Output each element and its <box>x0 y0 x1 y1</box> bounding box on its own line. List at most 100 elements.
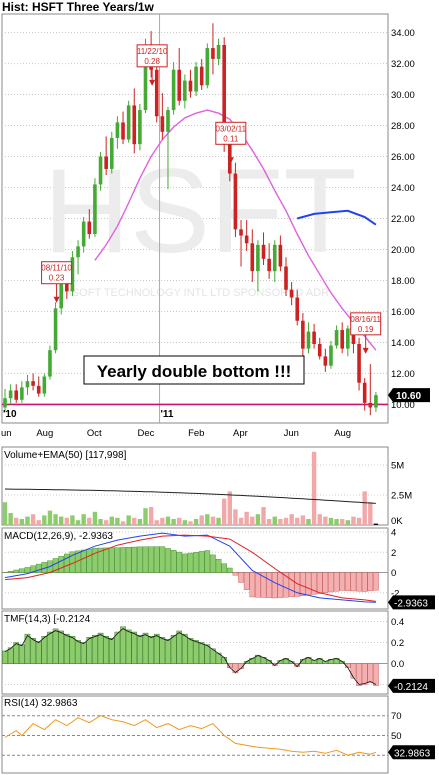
candle <box>166 106 170 190</box>
volume-bar <box>87 517 92 525</box>
year-label: '10 <box>3 409 17 420</box>
macd-histogram-bar <box>24 567 31 573</box>
volume-bar <box>193 519 199 525</box>
volume-ema-line <box>4 488 376 504</box>
earnings-marker: 08/11/100.23 <box>41 261 72 303</box>
rsi-line <box>4 715 377 756</box>
volume-bar <box>132 517 137 525</box>
macd-panel: MACD(12,26,9), -2.9363 4 2 0 -2-2.9363 <box>1 527 435 610</box>
candle <box>340 322 344 354</box>
candle-body <box>20 387 24 400</box>
macd-histogram-bar <box>367 572 374 592</box>
tmf-bar <box>210 648 216 664</box>
y-tick-label: 34.00 <box>391 28 415 39</box>
macd-histogram-bar <box>80 549 87 573</box>
volume-bar <box>42 515 47 525</box>
tmf-bar <box>120 626 126 664</box>
macd-histogram-bar <box>13 569 20 573</box>
tmf-bar <box>182 633 188 664</box>
volume-bar <box>266 519 272 525</box>
candle-body <box>272 244 277 272</box>
tmf-bar <box>125 629 132 664</box>
volume-bar <box>25 516 30 525</box>
candle <box>306 322 311 354</box>
candle-body <box>87 221 92 234</box>
macd-histogram-bar <box>271 572 278 599</box>
x-tick-label: Oct <box>87 428 102 439</box>
y-tick-label: 14.00 <box>391 338 415 349</box>
candle <box>250 229 255 283</box>
tmf-bar <box>2 650 8 664</box>
macd-histogram-bar <box>165 548 171 573</box>
candle <box>70 251 75 296</box>
candle <box>272 240 277 283</box>
candle <box>312 323 316 349</box>
candle <box>368 364 373 416</box>
candle-body <box>93 184 97 234</box>
volume-bar <box>154 520 159 525</box>
volume-bar <box>199 515 204 525</box>
y-tick-label: 0.2 <box>391 638 404 649</box>
annotation-text: Yearly double bottom !!! <box>97 362 292 381</box>
volume-bar <box>233 509 238 525</box>
candle-body <box>31 381 35 386</box>
macd-histogram-bar <box>255 572 261 598</box>
volume-bar <box>356 517 362 525</box>
candle-body <box>171 69 176 111</box>
tmf-bar <box>193 640 199 664</box>
candle-body <box>194 66 198 92</box>
candle <box>284 257 288 296</box>
last-price-tag: 10.60 <box>388 388 430 403</box>
macd-histogram-bar <box>238 572 244 583</box>
rsi-value-label: 32.9863 <box>394 748 431 759</box>
macd-histogram-bar <box>288 572 295 598</box>
y-tick-label: 0.0 <box>391 659 404 670</box>
earnings-date: 11/22/10 <box>137 47 168 56</box>
candle <box>233 162 238 238</box>
tmf-bar <box>13 642 20 664</box>
candle <box>183 74 187 109</box>
volume-bar <box>120 521 126 525</box>
candle <box>93 178 97 238</box>
candle-body <box>199 66 204 86</box>
tmf-bar <box>204 644 211 664</box>
candle-body <box>160 116 165 132</box>
candle <box>81 216 86 253</box>
candle <box>295 289 300 326</box>
macd-histogram-bar <box>182 553 188 573</box>
y-tick-label: 50 <box>391 731 402 742</box>
price-y-axis: 10.00 12.00 14.00 16.00 18.00 20.00 22.00 24.00… <box>388 28 430 411</box>
volume-bar <box>188 521 193 525</box>
volume-bar <box>148 507 154 525</box>
volume-bar <box>137 519 143 525</box>
y-tick-label: 26.00 <box>391 152 415 163</box>
candle-body <box>368 402 373 408</box>
candle-body <box>228 139 232 174</box>
candle <box>188 69 193 98</box>
macd-histogram-bar <box>187 552 194 573</box>
volume-bar <box>182 520 188 525</box>
tmf-bar <box>92 634 98 664</box>
candle <box>199 58 204 90</box>
macd-histogram-bar <box>300 572 306 596</box>
volume-bar <box>14 517 19 525</box>
tmf-bar <box>131 631 138 664</box>
sma50-line <box>296 209 377 226</box>
macd-histogram-bar <box>64 553 70 573</box>
tmf-panel: TMF(14,3) [-0.2124 0.40.20.0-0.2-0.2124 <box>1 610 435 695</box>
candle-body <box>244 235 249 244</box>
macd-histogram-bar <box>176 551 183 573</box>
earnings-eps: 0.11 <box>223 134 239 143</box>
volume-bar <box>64 517 70 525</box>
candles <box>3 23 378 416</box>
earnings-box <box>215 121 247 145</box>
tmf-bar <box>30 638 36 664</box>
signal-line <box>4 534 376 602</box>
tmf-bar <box>148 636 154 664</box>
candle-body <box>374 395 378 408</box>
earnings-eps: 0.28 <box>144 57 160 66</box>
candle-body <box>25 381 30 388</box>
earnings-marker: 03/02/110.11 <box>215 121 247 164</box>
candle <box>205 43 210 89</box>
